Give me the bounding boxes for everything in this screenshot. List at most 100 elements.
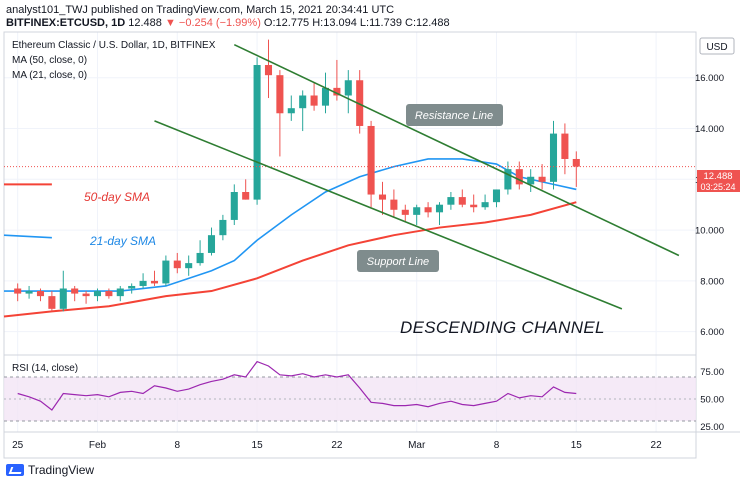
candle-body [196,252,204,264]
candle [344,70,352,114]
rsi-band [4,360,696,422]
candle [253,57,261,205]
candle [310,82,318,111]
candle-body [549,133,558,182]
sma21-label: 21-day SMA [89,234,156,248]
candle-body [413,207,421,215]
candle [356,70,364,134]
time-tick-label: 8 [175,440,181,451]
legend-title: Ethereum Classic / U.S. Dollar, 1D, BITF… [12,40,216,51]
candle [162,255,170,286]
candle-body [538,176,546,182]
time-tick-label: 22 [331,440,343,451]
candle-body [492,189,501,203]
tradingview-icon [6,464,24,476]
candle [173,252,181,274]
support-trendline [154,120,623,310]
time-tick-label: Feb [89,440,107,451]
candle-body [276,75,284,114]
time-tick-label: 25 [12,440,24,451]
candle [59,270,67,312]
candle [470,194,478,213]
candle-body [128,285,136,289]
legend-ma21: MA (21, close, 0) [12,70,87,81]
candle-body [344,80,352,96]
candle-body [71,288,79,294]
candle [219,214,227,241]
candle [287,95,295,121]
price-tag: 12.488 03:25:24 [697,170,740,192]
ohlc-values: O:12.775 H:13.094 L:11.739 C:12.488 [263,17,450,29]
tradingview-logo[interactable]: TradingView [6,463,94,477]
candle [321,72,330,114]
candle [378,181,387,215]
candle-body [299,95,307,109]
candle [492,189,501,208]
candle [25,285,33,299]
candle-body [424,207,432,213]
time-tick-label: 15 [252,440,264,451]
candle-body [185,263,193,269]
candle [572,151,580,187]
rsi-legend: RSI (14, close) [12,363,78,374]
candle [549,120,558,190]
candle [128,283,136,294]
candle-body [447,197,455,205]
candle [435,202,444,226]
candle-body [48,296,56,309]
candle-body [515,169,523,185]
currency-label: USD [706,42,727,53]
rsi-line [17,360,577,411]
currency-button[interactable]: USD [699,37,735,55]
candle-body [572,158,580,167]
candle-body [139,280,147,286]
candle-body [401,209,409,215]
support-label: Support Line [367,256,429,268]
candle [230,184,238,226]
candle-body [504,169,512,190]
candle [299,90,307,132]
resistance-callout: Resistance Line [406,104,503,126]
candle [105,288,113,299]
candle-body [527,176,535,185]
ma21-legend-stub [3,234,52,239]
time-tick-label: Mar [408,440,426,451]
price-change: ▼ −0.254 (−1.99%) [164,17,261,29]
price-tick-label: 10.000 [695,226,724,237]
price-tick-label: 8.000 [700,276,724,287]
price-tick-label: 14.000 [695,124,724,135]
candle [276,70,284,157]
candle-body [310,95,318,106]
candle [413,204,421,226]
candle-body [287,108,295,114]
candle-body [93,291,102,297]
candle-body [356,80,364,126]
candle-body [333,87,341,96]
support-callout: Support Line [357,250,439,272]
resistance-label: Resistance Line [415,110,493,122]
candle-body [173,260,181,269]
candle [538,164,546,190]
candle-body [150,280,159,284]
candle [242,179,250,200]
candle-body [219,219,227,236]
legend-ma50: MA (50, close, 0) [12,55,87,66]
time-tick-label: 8 [494,440,500,451]
time-axis: 25 Feb 8 15 22 Mar 8 15 22 [12,440,662,451]
candle-body [116,288,124,297]
rsi-axis: 75.00 50.00 25.00 [700,367,724,433]
time-tick-label: 15 [571,440,583,451]
candle-body [36,291,45,297]
channel-lines [154,43,680,310]
candle-body [458,197,466,205]
symbol-line: BITFINEX:ETCUSD, 1D 12.488 ▼ −0.254 (−1.… [6,17,450,29]
candle [515,161,523,190]
candle-body [481,202,489,208]
price-tick-label: 6.000 [700,327,724,338]
rsi-tick-label: 50.00 [700,395,724,406]
last-price: 12.488 [128,17,162,29]
candle-body [390,199,398,210]
